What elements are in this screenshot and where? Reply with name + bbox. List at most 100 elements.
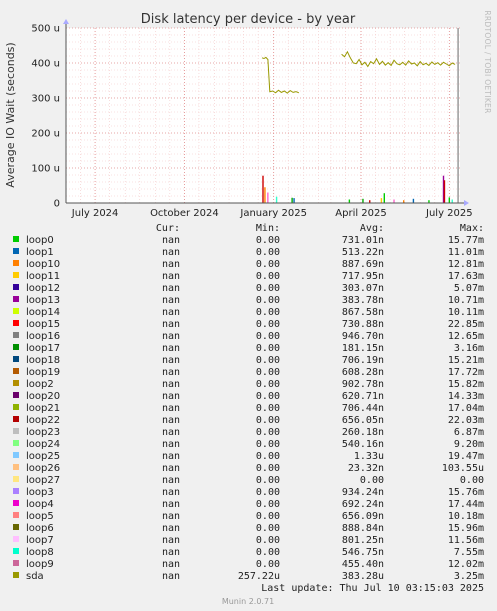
legend-min: 0.00 xyxy=(256,499,280,510)
legend-row: loop2 nan 0.00 902.78n 15.82m xyxy=(13,379,484,390)
legend-swatch xyxy=(13,476,19,482)
legend-swatch xyxy=(13,368,19,374)
legend-cur: nan xyxy=(162,391,180,402)
legend-swatch xyxy=(13,236,19,242)
legend-row: loop10 nan 0.00 887.69n 12.81m xyxy=(13,259,484,270)
legend-row: loop9 nan 0.00 455.40n 12.02m xyxy=(13,559,484,570)
legend-swatch xyxy=(13,272,19,278)
axis-layer xyxy=(63,19,469,206)
legend-row: loop6 nan 0.00 888.84n 15.96m xyxy=(13,523,484,534)
legend-row: loop16 nan 0.00 946.70n 12.65m xyxy=(13,331,484,342)
legend-avg: 656.05n xyxy=(342,415,384,426)
legend-max: 103.55u xyxy=(442,463,484,474)
munin-version: Munin 2.0.71 xyxy=(222,597,274,606)
y-tick-label: 200 u xyxy=(31,129,60,140)
legend-row: loop19 nan 0.00 608.28n 17.72m xyxy=(13,367,484,378)
plot-area xyxy=(66,28,460,203)
legend-cur: nan xyxy=(162,571,180,582)
legend-swatch xyxy=(13,260,19,266)
legend-swatch xyxy=(13,512,19,518)
legend-avg: 706.44n xyxy=(342,403,384,414)
legend-min: 0.00 xyxy=(256,355,280,366)
series-line-sda xyxy=(341,50,456,68)
legend-cur: nan xyxy=(162,427,180,438)
legend-avg: 887.69n xyxy=(342,259,384,270)
legend-name: loop12 xyxy=(26,283,60,294)
y-axis-label: Average IO Wait (seconds) xyxy=(4,42,17,187)
legend-max: 17.04m xyxy=(448,403,484,414)
legend-max: 15.82m xyxy=(448,379,484,390)
legend-min: 0.00 xyxy=(256,307,280,318)
legend-swatch xyxy=(13,560,19,566)
legend-name: loop19 xyxy=(26,367,60,378)
legend-cur: nan xyxy=(162,499,180,510)
legend-max: 12.65m xyxy=(448,331,484,342)
legend-swatch xyxy=(13,284,19,290)
legend-max: 5.07m xyxy=(454,283,484,294)
legend-cur: nan xyxy=(162,247,180,258)
legend-name: loop18 xyxy=(26,355,60,366)
legend-swatch xyxy=(13,308,19,314)
legend-cur: nan xyxy=(162,463,180,474)
legend-avg: 455.40n xyxy=(342,559,384,570)
legend-cur: nan xyxy=(162,547,180,558)
legend-avg: 513.22n xyxy=(342,247,384,258)
legend-row: loop13 nan 0.00 383.78n 10.71m xyxy=(13,295,484,306)
y-tick-label: 400 u xyxy=(31,59,60,70)
legend-header-min: Min: xyxy=(256,223,280,234)
legend-name: loop9 xyxy=(26,559,54,570)
legend-swatch xyxy=(13,320,19,326)
legend-name: loop15 xyxy=(26,319,60,330)
legend-name: loop8 xyxy=(26,547,54,558)
legend-max: 10.18m xyxy=(448,511,484,522)
legend-swatch xyxy=(13,536,19,542)
legend-cur: nan xyxy=(162,487,180,498)
legend-min: 0.00 xyxy=(256,367,280,378)
legend-avg: 801.25n xyxy=(342,535,384,546)
legend: Cur: Min: Avg: Max: loop0 nan 0.00 731.01n 15.77… xyxy=(13,223,484,582)
legend-min: 0.00 xyxy=(256,247,280,258)
legend-avg: 181.15n xyxy=(342,343,384,354)
legend-cur: nan xyxy=(162,475,180,486)
legend-name: loop2 xyxy=(26,379,54,390)
legend-cur: nan xyxy=(162,355,180,366)
legend-cur: nan xyxy=(162,367,180,378)
legend-cur: nan xyxy=(162,511,180,522)
legend-swatch xyxy=(13,428,19,434)
legend-avg: 888.84n xyxy=(342,523,384,534)
legend-cur: nan xyxy=(162,343,180,354)
legend-min: 0.00 xyxy=(256,379,280,390)
legend-max: 7.55m xyxy=(454,547,484,558)
legend-max: 14.33m xyxy=(448,391,484,402)
legend-name: loop20 xyxy=(26,391,60,402)
legend-max: 6.87m xyxy=(454,427,484,438)
legend-cur: nan xyxy=(162,451,180,462)
legend-avg: 717.95n xyxy=(342,271,384,282)
legend-name: loop26 xyxy=(26,463,60,474)
legend-cur: nan xyxy=(162,319,180,330)
legend-max: 11.01m xyxy=(448,247,484,258)
legend-min: 0.00 xyxy=(256,343,280,354)
legend-avg: 303.07n xyxy=(342,283,384,294)
legend-swatch xyxy=(13,524,19,530)
legend-name: loop17 xyxy=(26,343,60,354)
legend-min: 0.00 xyxy=(256,391,280,402)
legend-avg: 1.33u xyxy=(354,451,384,462)
legend-swatch xyxy=(13,548,19,554)
legend-row: loop27 nan 0.00 0.00 0.00 xyxy=(13,475,484,486)
legend-max: 22.85m xyxy=(448,319,484,330)
legend-cur: nan xyxy=(162,559,180,570)
series-layer xyxy=(261,50,456,94)
legend-cur: nan xyxy=(162,523,180,534)
legend-min: 0.00 xyxy=(256,235,280,246)
legend-swatch xyxy=(13,392,19,398)
legend-swatch xyxy=(13,416,19,422)
legend-name: loop23 xyxy=(26,427,60,438)
chart-title: Disk latency per device - by year xyxy=(141,12,356,27)
legend-name: loop14 xyxy=(26,307,60,318)
legend-row: loop12 nan 0.00 303.07n 5.07m xyxy=(13,283,484,294)
legend-name: loop24 xyxy=(26,439,60,450)
legend-row: loop21 nan 0.00 706.44n 17.04m xyxy=(13,403,484,414)
legend-name: loop1 xyxy=(26,247,54,258)
legend-row: loop15 nan 0.00 730.88n 22.85m xyxy=(13,319,484,330)
